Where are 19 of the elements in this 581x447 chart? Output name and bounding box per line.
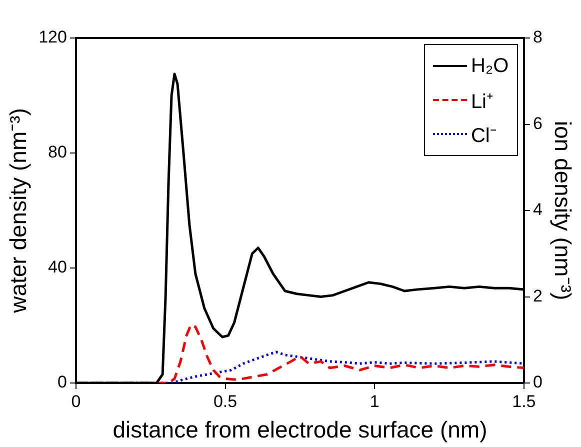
x-tick-label: 0.5 xyxy=(213,392,238,411)
y2-axis-title: ion density (nm⁻³) xyxy=(550,120,576,300)
y2-tick-label: 4 xyxy=(532,200,542,220)
y-axis-title: water density (nm⁻³) xyxy=(5,108,32,314)
y-tick-label: 40 xyxy=(48,258,67,277)
x-tick-label: 1 xyxy=(370,392,380,411)
y-tick-label: 80 xyxy=(48,142,67,162)
legend-label: Li⁺ xyxy=(470,90,494,114)
y2-tick-label: 0 xyxy=(532,372,542,392)
y2-tick-label: 8 xyxy=(532,28,542,47)
x-tick-label: 1.5 xyxy=(512,392,536,411)
y-tick-label: 120 xyxy=(38,28,67,47)
y2-tick-label: 6 xyxy=(532,114,542,133)
legend-label: H₂O xyxy=(470,54,509,78)
x-tick-label: 0 xyxy=(71,392,81,411)
legend-label: Cl⁻ xyxy=(470,124,497,148)
y-tick-label: 0 xyxy=(57,372,67,392)
x-axis-title: distance from electrode surface (nm) xyxy=(112,416,488,443)
y2-tick-label: 2 xyxy=(532,286,542,306)
